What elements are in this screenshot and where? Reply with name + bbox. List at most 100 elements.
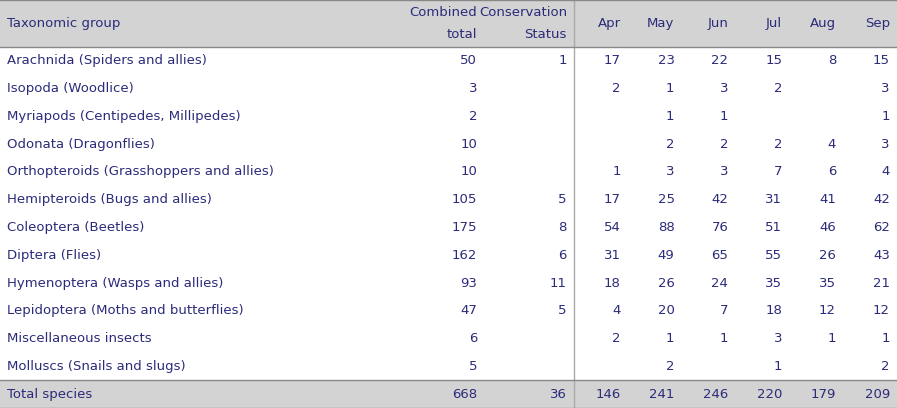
Text: 2: 2	[720, 137, 728, 151]
Text: 2: 2	[666, 137, 675, 151]
Text: Conservation: Conservation	[479, 7, 567, 19]
Text: 1: 1	[720, 110, 728, 123]
Text: Jun: Jun	[708, 17, 728, 30]
Text: Jul: Jul	[766, 17, 782, 30]
Text: Total species: Total species	[7, 388, 92, 401]
Text: 35: 35	[819, 277, 836, 290]
Text: 5: 5	[469, 360, 477, 373]
Text: 146: 146	[596, 388, 621, 401]
Text: 22: 22	[711, 54, 728, 67]
Text: 8: 8	[828, 54, 836, 67]
Text: 2: 2	[774, 137, 782, 151]
Text: 2: 2	[882, 360, 890, 373]
Text: Arachnida (Spiders and allies): Arachnida (Spiders and allies)	[7, 54, 207, 67]
Text: 4: 4	[828, 137, 836, 151]
Text: 88: 88	[658, 221, 675, 234]
Text: 8: 8	[559, 221, 567, 234]
Text: Odonata (Dragonflies): Odonata (Dragonflies)	[7, 137, 155, 151]
Text: 6: 6	[828, 165, 836, 178]
Text: 5: 5	[559, 304, 567, 317]
Text: 18: 18	[765, 304, 782, 317]
Text: 4: 4	[882, 165, 890, 178]
Text: 26: 26	[819, 249, 836, 262]
Text: 46: 46	[819, 221, 836, 234]
Text: 23: 23	[658, 54, 675, 67]
Text: 65: 65	[711, 249, 728, 262]
Text: May: May	[647, 17, 675, 30]
Text: 1: 1	[559, 54, 567, 67]
Text: 93: 93	[460, 277, 477, 290]
Text: 1: 1	[666, 110, 675, 123]
Text: Status: Status	[525, 28, 567, 40]
Text: 1: 1	[774, 360, 782, 373]
Text: 1: 1	[882, 110, 890, 123]
Text: 55: 55	[765, 249, 782, 262]
Text: 7: 7	[720, 304, 728, 317]
Text: Orthopteroids (Grasshoppers and allies): Orthopteroids (Grasshoppers and allies)	[7, 165, 274, 178]
Text: 6: 6	[469, 332, 477, 345]
Text: 241: 241	[649, 388, 675, 401]
Text: 1: 1	[613, 165, 621, 178]
Text: 3: 3	[666, 165, 675, 178]
Text: 5: 5	[559, 193, 567, 206]
Text: 179: 179	[811, 388, 836, 401]
Text: 25: 25	[658, 193, 675, 206]
Text: Miscellaneous insects: Miscellaneous insects	[7, 332, 152, 345]
Text: 10: 10	[460, 137, 477, 151]
Text: 7: 7	[774, 165, 782, 178]
Text: 17: 17	[604, 193, 621, 206]
Text: Taxonomic group: Taxonomic group	[7, 17, 120, 30]
Text: Molluscs (Snails and slugs): Molluscs (Snails and slugs)	[7, 360, 186, 373]
Text: 36: 36	[550, 388, 567, 401]
Text: 209: 209	[865, 388, 890, 401]
Text: 43: 43	[873, 249, 890, 262]
Text: 162: 162	[452, 249, 477, 262]
Text: 2: 2	[666, 360, 675, 373]
Text: 3: 3	[774, 332, 782, 345]
Text: 668: 668	[452, 388, 477, 401]
Text: Isopoda (Woodlice): Isopoda (Woodlice)	[7, 82, 134, 95]
Text: 1: 1	[720, 332, 728, 345]
Text: 105: 105	[452, 193, 477, 206]
Text: 31: 31	[604, 249, 621, 262]
Text: 20: 20	[658, 304, 675, 317]
Text: 42: 42	[873, 193, 890, 206]
Text: 220: 220	[757, 388, 782, 401]
Text: Hemipteroids (Bugs and allies): Hemipteroids (Bugs and allies)	[7, 193, 212, 206]
Text: 3: 3	[469, 82, 477, 95]
Bar	[0, 47, 897, 380]
Text: 50: 50	[460, 54, 477, 67]
Text: 2: 2	[613, 332, 621, 345]
Text: 49: 49	[658, 249, 675, 262]
Bar	[0, 380, 897, 408]
Text: 47: 47	[460, 304, 477, 317]
Text: 1: 1	[666, 82, 675, 95]
Text: 26: 26	[658, 277, 675, 290]
Text: Coleoptera (Beetles): Coleoptera (Beetles)	[7, 221, 144, 234]
Text: 11: 11	[550, 277, 567, 290]
Text: 62: 62	[873, 221, 890, 234]
Text: 76: 76	[711, 221, 728, 234]
Text: 15: 15	[873, 54, 890, 67]
Text: Apr: Apr	[597, 17, 621, 30]
Text: Hymenoptera (Wasps and allies): Hymenoptera (Wasps and allies)	[7, 277, 223, 290]
Text: 4: 4	[613, 304, 621, 317]
Text: 3: 3	[882, 82, 890, 95]
Text: 2: 2	[469, 110, 477, 123]
Text: 2: 2	[613, 82, 621, 95]
Text: 12: 12	[873, 304, 890, 317]
Text: Lepidoptera (Moths and butterflies): Lepidoptera (Moths and butterflies)	[7, 304, 244, 317]
Text: 24: 24	[711, 277, 728, 290]
Text: 12: 12	[819, 304, 836, 317]
Text: 42: 42	[711, 193, 728, 206]
Text: total: total	[447, 28, 477, 40]
Text: 17: 17	[604, 54, 621, 67]
Text: Aug: Aug	[810, 17, 836, 30]
Text: Myriapods (Centipedes, Millipedes): Myriapods (Centipedes, Millipedes)	[7, 110, 240, 123]
Text: 21: 21	[873, 277, 890, 290]
Text: 54: 54	[604, 221, 621, 234]
Text: 2: 2	[774, 82, 782, 95]
Text: 3: 3	[720, 165, 728, 178]
Text: 15: 15	[765, 54, 782, 67]
Text: 31: 31	[765, 193, 782, 206]
